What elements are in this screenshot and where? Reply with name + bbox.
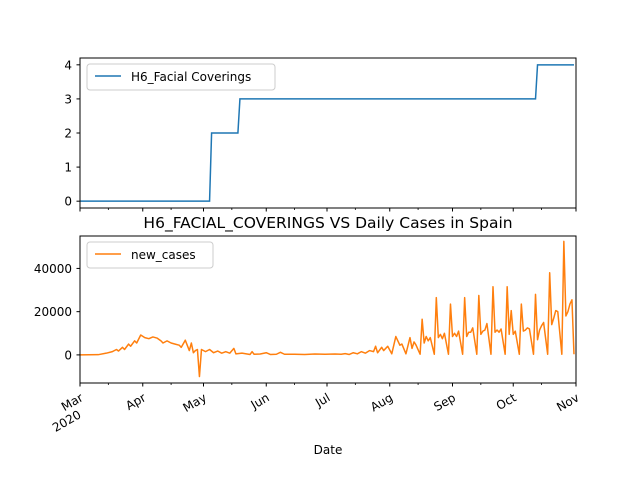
chart-title: H6_FACIAL_COVERINGS VS Daily Cases in Sp… [143, 214, 512, 233]
facial-coverings-y-axis: 0 1 2 3 4 [64, 58, 80, 209]
y-tick-label: 3 [64, 92, 72, 106]
daily-cases-legend: new_cases [86, 241, 214, 269]
series-line-new-cases [79, 240, 575, 378]
legend-label-facial-coverings: H6_Facial Coverings [131, 70, 251, 84]
facial-coverings-subplot: 0 1 2 3 4 H6_Facial Coverings [64, 57, 577, 212]
y-tick-label: 40000 [34, 262, 72, 276]
y-tick-label: 1 [64, 161, 72, 175]
y-tick-label: 2 [64, 127, 72, 141]
facial-coverings-legend: H6_Facial Coverings [86, 63, 276, 91]
series-line-h6-facial-coverings [80, 64, 574, 202]
y-tick-label: 4 [64, 58, 72, 72]
y-tick-label: 0 [64, 348, 72, 362]
legend-box [86, 241, 214, 269]
legend-box [86, 63, 276, 91]
facial-coverings-line-layer [80, 64, 574, 202]
y-tick-label: 20000 [34, 305, 72, 319]
x-axis-label: Date [314, 443, 343, 457]
x-tick-label: Jul [312, 390, 332, 410]
daily-cases-y-axis: 0 20000 40000 [34, 262, 80, 362]
facial-coverings-plot-frame [79, 57, 577, 209]
daily-cases-line-layer [79, 240, 575, 378]
daily-cases-plot-frame [79, 235, 577, 384]
y-tick-label: 0 [64, 195, 72, 209]
legend-label-new-cases: new_cases [131, 248, 196, 262]
